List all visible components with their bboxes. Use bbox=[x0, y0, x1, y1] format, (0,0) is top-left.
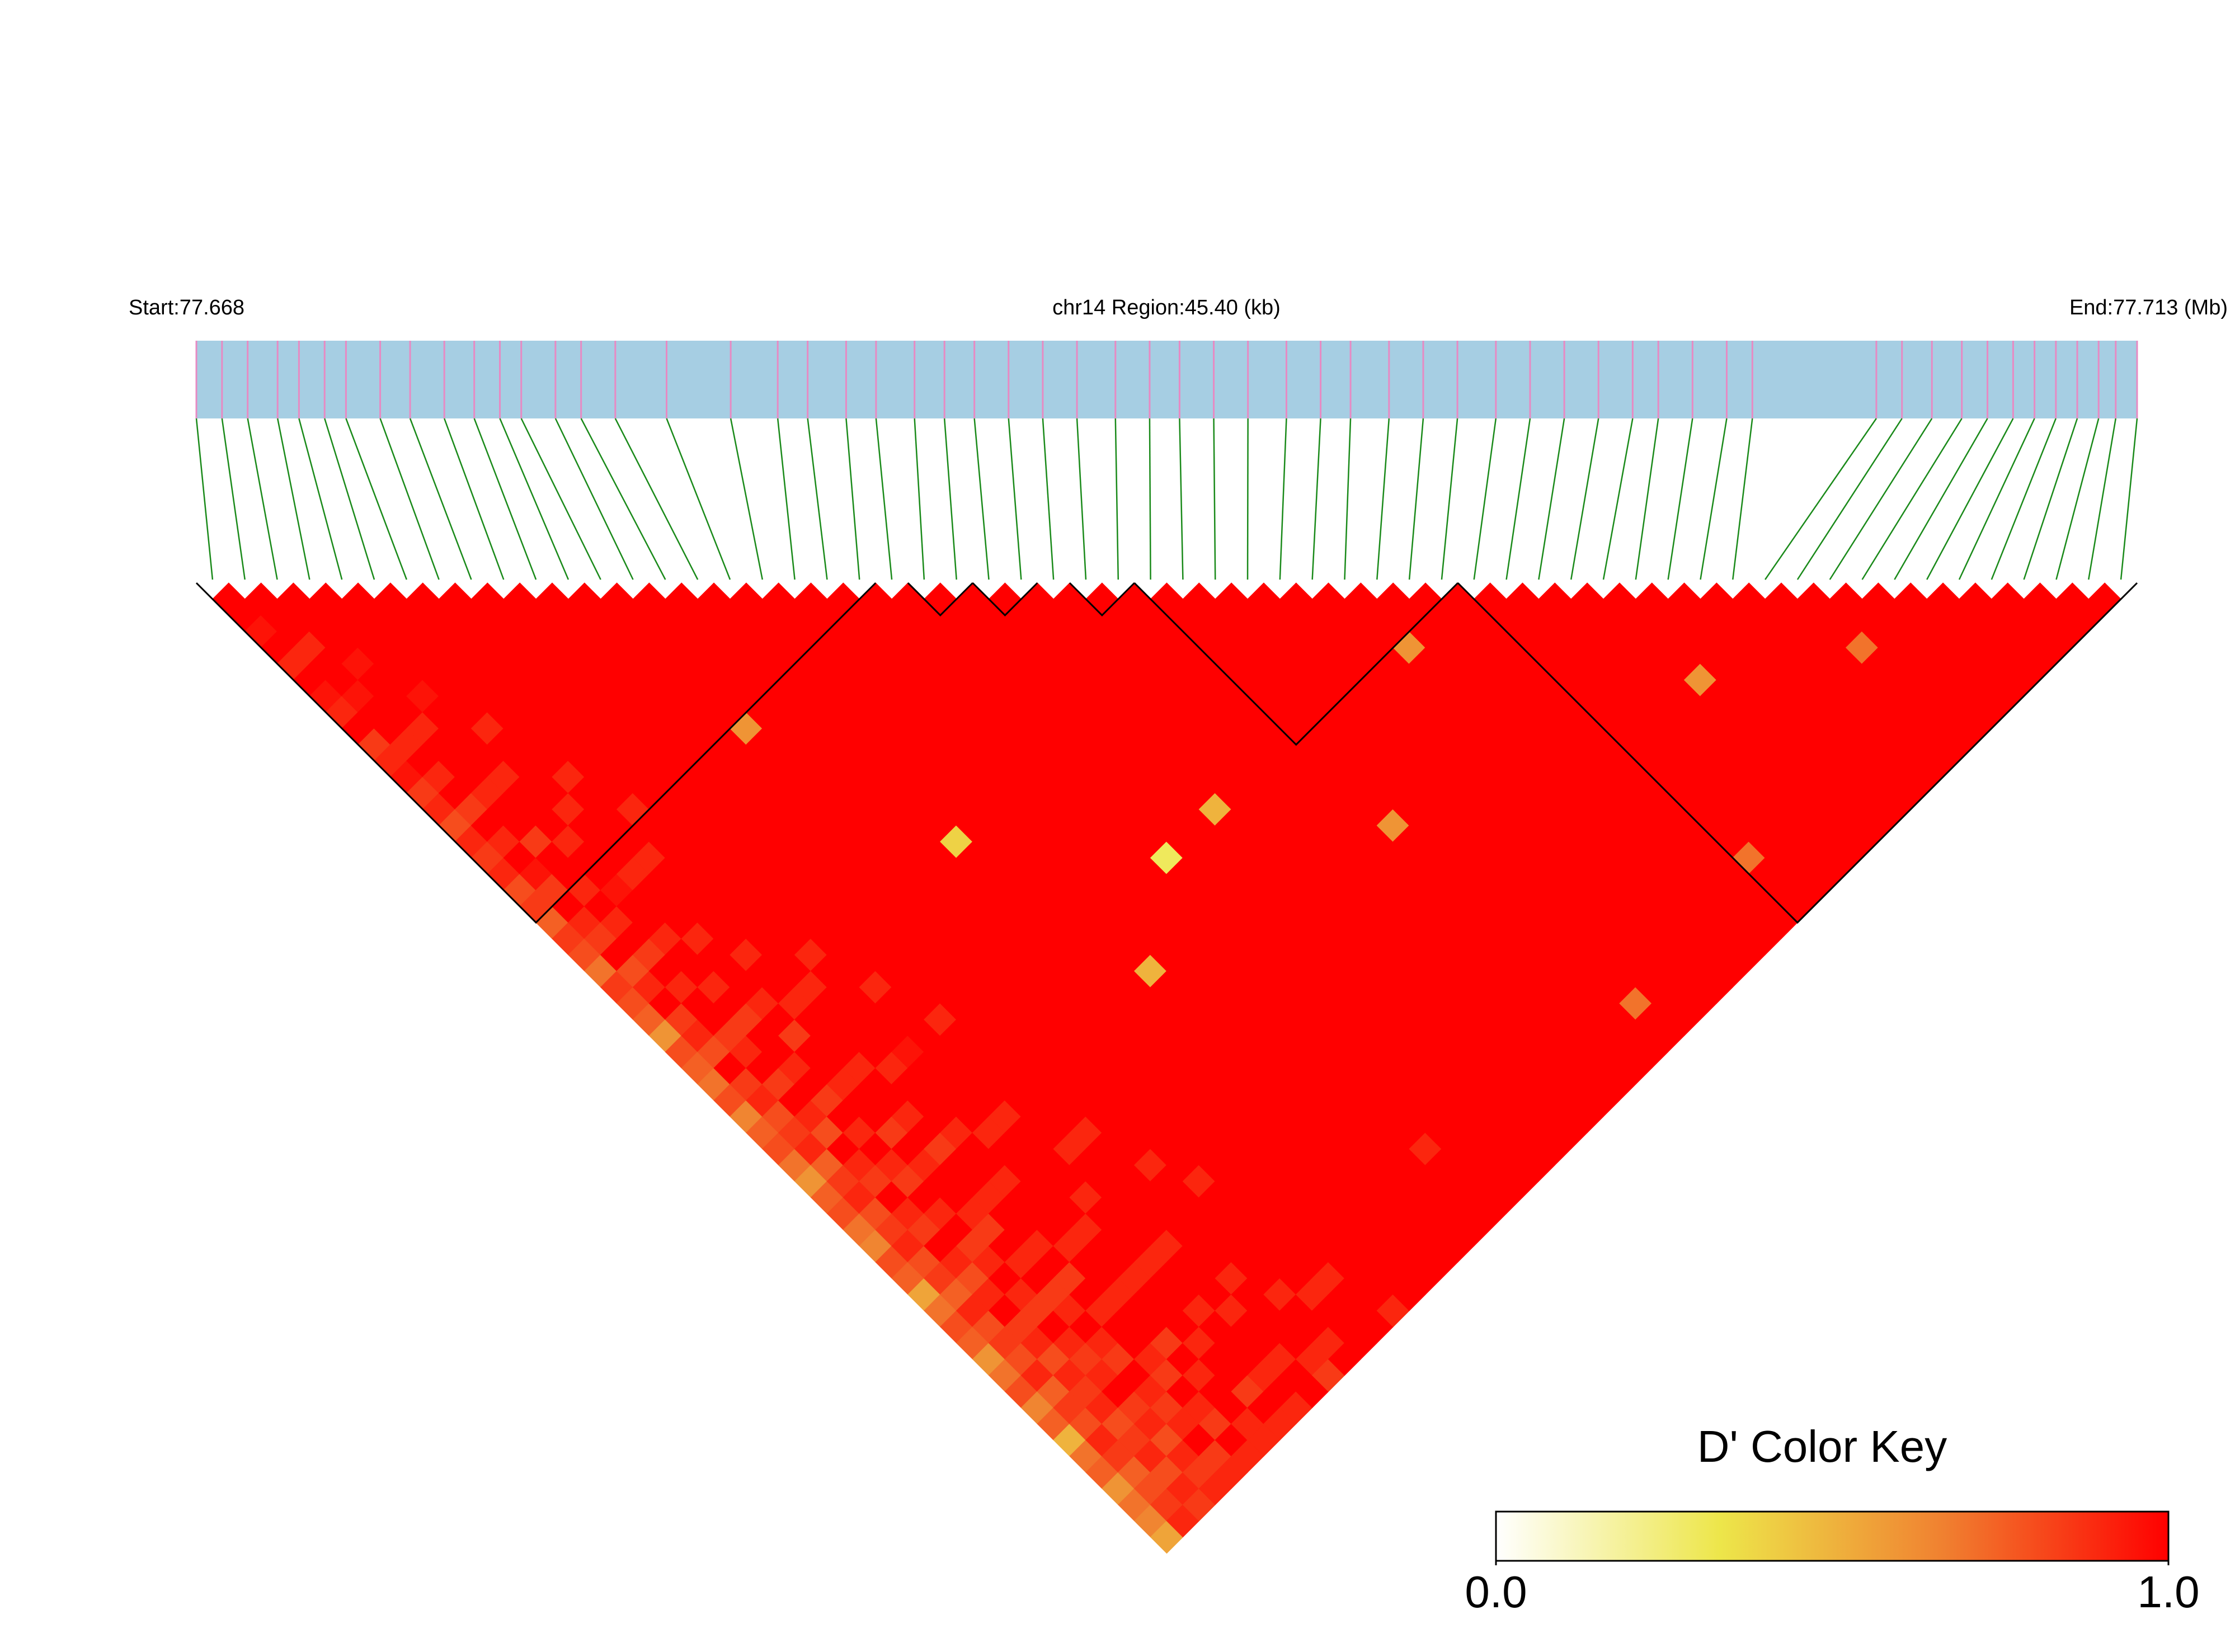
snp-link bbox=[324, 418, 375, 580]
snp-link bbox=[973, 418, 990, 580]
snp-link bbox=[807, 418, 828, 580]
snp-link bbox=[499, 418, 570, 580]
snp-link bbox=[1008, 418, 1022, 580]
start-label: Start:77.668 bbox=[129, 296, 244, 319]
snp-link bbox=[1958, 418, 2035, 580]
snp-link bbox=[1829, 418, 1933, 580]
snp-link bbox=[221, 418, 246, 580]
snp-link bbox=[1732, 418, 1753, 580]
snp-link bbox=[409, 418, 472, 580]
snp-link bbox=[1149, 418, 1151, 580]
snp-link bbox=[666, 418, 731, 580]
snp-link bbox=[1765, 418, 1877, 580]
snp-link bbox=[276, 418, 310, 580]
snp-link bbox=[444, 418, 505, 580]
snp-link bbox=[1441, 418, 1458, 580]
ld-block bbox=[1069, 582, 1135, 616]
snp-link bbox=[1311, 418, 1321, 580]
snp-link bbox=[875, 418, 893, 580]
snp-link bbox=[379, 418, 440, 580]
region-label: chr14 Region:45.40 (kb) bbox=[1052, 296, 1281, 319]
snp-link bbox=[1279, 418, 1287, 580]
snp-link bbox=[1861, 418, 1963, 580]
ld-block bbox=[907, 582, 973, 616]
snp-link bbox=[1635, 418, 1659, 580]
snp-link bbox=[473, 418, 537, 580]
color-key-bar bbox=[1495, 1510, 2170, 1562]
snp-link bbox=[247, 418, 278, 580]
snp-link bbox=[1700, 418, 1728, 580]
snp-link bbox=[195, 418, 214, 580]
ld-block bbox=[1133, 582, 1458, 746]
snp-link bbox=[1570, 418, 1599, 580]
ld-blocks bbox=[195, 582, 2138, 924]
ld-block bbox=[195, 582, 877, 924]
snp-link bbox=[1408, 418, 1424, 580]
snp-link bbox=[1042, 418, 1055, 580]
snp-link bbox=[1926, 418, 2014, 580]
snp-link bbox=[730, 418, 764, 580]
snp-link bbox=[914, 418, 925, 580]
snp-link bbox=[1213, 418, 1216, 580]
snp-link bbox=[1376, 418, 1390, 580]
snp-link bbox=[943, 418, 957, 580]
color-key: 0.0 1.0 bbox=[1465, 1510, 2200, 1617]
color-key-tick-label: 1.0 bbox=[2137, 1567, 2199, 1617]
snp-link bbox=[2023, 418, 2078, 580]
snp-link bbox=[1538, 418, 1565, 580]
end-label: End:77.713 (Mb) bbox=[2069, 296, 2228, 319]
ld-heatmap bbox=[212, 582, 2121, 1554]
snp-link bbox=[1344, 418, 1352, 580]
snp-link bbox=[2088, 418, 2117, 580]
snp-link bbox=[1991, 418, 2057, 580]
snp-link bbox=[845, 418, 860, 580]
snp-link bbox=[1602, 418, 1634, 580]
snp-link bbox=[345, 418, 407, 580]
snp-link bbox=[2055, 418, 2100, 580]
snp-link bbox=[1505, 418, 1531, 580]
color-key-title: D' Color Key bbox=[1697, 1422, 1947, 1471]
snp-link bbox=[1179, 418, 1184, 580]
snp-link bbox=[1667, 418, 1693, 580]
snp-link bbox=[614, 418, 699, 580]
snp-bar bbox=[196, 341, 2137, 418]
snp-link bbox=[1114, 418, 1119, 580]
snp-link bbox=[1894, 418, 1988, 580]
ld-block bbox=[972, 582, 1038, 616]
snp-link bbox=[554, 418, 634, 580]
snp-link bbox=[1076, 418, 1087, 580]
snp-link bbox=[520, 418, 601, 580]
snp-link bbox=[1796, 418, 1903, 580]
ld-block bbox=[1457, 582, 2138, 924]
snp-link bbox=[2120, 418, 2138, 580]
snp-link bbox=[1473, 418, 1497, 580]
color-key-tick-label: 0.0 bbox=[1465, 1567, 1527, 1617]
snp-link bbox=[580, 418, 666, 580]
snp-link bbox=[777, 418, 796, 580]
snp-link bbox=[298, 418, 343, 580]
snp-track bbox=[195, 341, 2138, 580]
